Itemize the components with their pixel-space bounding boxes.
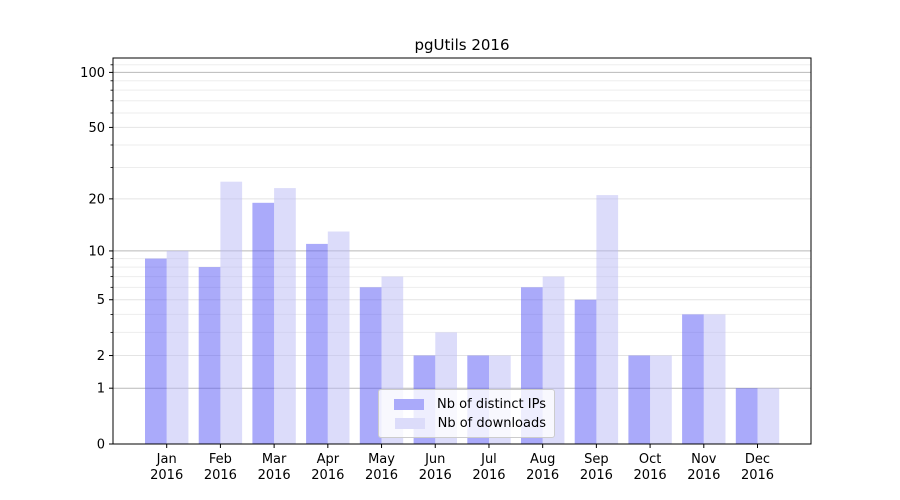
x-tick-label-year: 2016 [526, 468, 559, 483]
x-tick-label-year: 2016 [634, 468, 667, 483]
x-tick-label-year: 2016 [419, 468, 452, 483]
y-tick-label: 0 [97, 438, 105, 453]
bar-distinct-ips-oct [628, 355, 651, 444]
x-tick-label-month: Dec [745, 452, 770, 467]
legend-swatch-downloads [394, 417, 425, 429]
x-tick-label-month: Apr [317, 452, 340, 467]
x-tick-label-month: Jun [424, 452, 445, 467]
legend-item-downloads: Nb of downloads [385, 416, 546, 431]
bar-downloads-nov [703, 314, 726, 444]
y-tick-label: 1 [97, 382, 105, 397]
legend-label-downloads: Nb of downloads [437, 415, 546, 431]
y-tick-label: 10 [88, 244, 105, 259]
legend: Nb of distinct IPs Nb of downloads [378, 389, 555, 438]
legend-swatch-distinct-ips [394, 398, 425, 410]
bar-distinct-ips-dec [735, 388, 758, 444]
x-tick-label-month: Aug [530, 452, 555, 467]
x-tick-label-year: 2016 [258, 468, 291, 483]
y-tick-label: 2 [97, 349, 105, 364]
chart-title: pgUtils 2016 [414, 36, 510, 54]
x-tick-label-year: 2016 [580, 468, 613, 483]
x-tick-label-month: Nov [691, 452, 717, 467]
y-tick-label: 50 [88, 121, 105, 136]
bar-distinct-ips-mar [252, 202, 275, 444]
bar-downloads-oct [650, 355, 672, 444]
x-tick-label-month: Sep [584, 452, 609, 467]
bar-distinct-ips-jan [145, 258, 167, 444]
bar-downloads-apr [327, 231, 350, 444]
legend-label-distinct-ips: Nb of distinct IPs [437, 396, 546, 412]
bar-distinct-ips-apr [306, 243, 328, 444]
bar-distinct-ips-feb [198, 267, 221, 444]
x-tick-label-year: 2016 [150, 468, 183, 483]
bar-distinct-ips-may [359, 287, 382, 444]
bar-downloads-feb [220, 181, 243, 444]
x-tick-label-year: 2016 [204, 468, 237, 483]
x-tick-label-month: Feb [209, 452, 232, 467]
x-tick-label-year: 2016 [472, 468, 505, 483]
bar-downloads-jan [166, 250, 189, 444]
x-tick-label-year: 2016 [311, 468, 344, 483]
x-tick-label-month: Oct [639, 452, 661, 467]
x-tick-label-year: 2016 [365, 468, 398, 483]
y-tick-label: 5 [97, 293, 105, 308]
bar-downloads-dec [757, 388, 780, 444]
y-tick-label: 20 [88, 192, 105, 207]
bar-distinct-ips-sep [574, 299, 597, 444]
bar-downloads-sep [596, 195, 619, 444]
y-tick-label: 100 [80, 66, 105, 81]
bar-downloads-mar [274, 188, 296, 444]
x-tick-label-year: 2016 [741, 468, 774, 483]
legend-item-distinct-ips: Nb of distinct IPs [385, 397, 546, 412]
x-tick-label-month: Jan [156, 452, 177, 467]
x-tick-label-year: 2016 [687, 468, 720, 483]
bar-distinct-ips-nov [682, 314, 704, 444]
x-tick-label-month: May [368, 452, 395, 467]
x-tick-label-month: Mar [262, 452, 287, 467]
x-tick-label-month: Jul [480, 452, 497, 467]
